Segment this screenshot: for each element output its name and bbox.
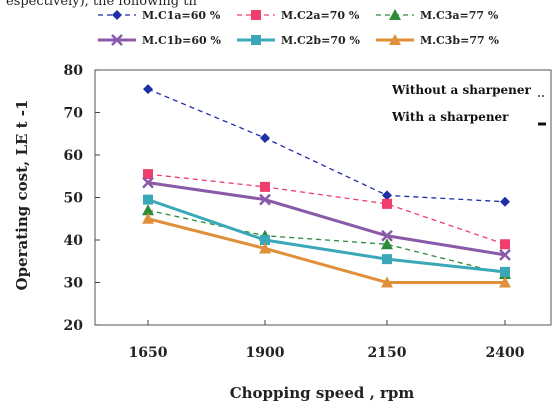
series-5-point-1650 xyxy=(143,194,153,205)
series-4-line xyxy=(147,181,506,257)
annotation-without-sharpener: Without a sharpener xyxy=(391,83,531,97)
series-2-point-2150 xyxy=(382,198,392,209)
legend-entry-4-marker xyxy=(111,34,123,46)
y-tick-label-60: 60 xyxy=(64,148,84,164)
series-1 xyxy=(143,84,510,207)
y-axis-label: Operating cost, LE t -1 xyxy=(13,100,31,291)
legend-entry-2-label: M.C2a=70 % xyxy=(281,9,360,22)
legend-entry-3: M.C3a=77 % xyxy=(376,9,499,22)
legend-entry-5-marker xyxy=(251,35,261,45)
series-5-point-1900 xyxy=(260,235,270,245)
series-6-point-1650 xyxy=(142,212,154,224)
x-tick-label-1900: 1900 xyxy=(246,345,285,361)
series-5 xyxy=(143,194,510,277)
legend-entry-6: M.C3b=77 % xyxy=(376,34,499,47)
x-tick-label-2400: 2400 xyxy=(486,345,525,361)
series-6-line xyxy=(147,217,505,284)
legend-entry-3-marker xyxy=(389,9,401,20)
series-1-line xyxy=(147,88,506,203)
y-tick-label-40: 40 xyxy=(64,233,84,249)
y-tick-label-30: 30 xyxy=(64,276,84,292)
series-6 xyxy=(142,212,511,288)
legend-entry-4: M.C1b=60 % xyxy=(98,34,221,47)
y-tick-label-50: 50 xyxy=(64,191,84,207)
y-tick-label-20: 20 xyxy=(64,318,84,334)
series-2 xyxy=(143,169,510,250)
series-1-point-1900 xyxy=(260,133,270,143)
series-4-point-2150-stroke-b xyxy=(381,229,393,242)
series-3-point-2150 xyxy=(381,238,393,250)
series-1-point-2150 xyxy=(382,190,392,201)
legend-entry-4-label: M.C1b=60 % xyxy=(142,34,221,47)
annotation-with-sharpener: With a sharpener xyxy=(391,110,509,124)
y-tick-label-70: 70 xyxy=(64,106,84,122)
series-2-point-1900 xyxy=(260,181,270,192)
annotations: Without a sharpener With a sharpener xyxy=(391,83,546,126)
legend-entry-4-marker-stroke-b xyxy=(111,34,123,46)
legend-entry-5: M.C2b=70 % xyxy=(237,34,360,47)
series-2-point-1650 xyxy=(143,169,153,180)
series-2-line xyxy=(147,173,506,245)
legend-entry-2-marker xyxy=(251,10,261,20)
series-4-point-1650 xyxy=(142,176,154,189)
series-3-line xyxy=(147,209,506,275)
series-4-point-2400-stroke-b xyxy=(499,248,511,261)
legend-entry-5-label: M.C2b=70 % xyxy=(281,34,360,47)
y-tick-label-80: 80 xyxy=(64,63,84,79)
legend-entry-2: M.C2a=70 % xyxy=(237,9,360,22)
series-6-point-2400 xyxy=(499,276,511,288)
series-6-point-1900 xyxy=(259,242,271,254)
x-tick-label-1650: 1650 xyxy=(129,345,168,361)
legend-entry-3-label: M.C3a=77 % xyxy=(420,9,499,22)
legend: M.C1a=60 % M.C2a=70 % M.C3a=77 % M.C1b=60 %… xyxy=(98,9,499,47)
legend-entry-6-label: M.C3b=77 % xyxy=(420,34,499,47)
series-5-point-2400 xyxy=(500,266,510,277)
series-5-point-2150 xyxy=(382,254,392,265)
series-layer xyxy=(142,84,511,288)
x-tick-label-2150: 2150 xyxy=(368,345,407,361)
series-3-point-1650 xyxy=(142,204,154,216)
series-1-point-2400 xyxy=(500,196,510,207)
legend-entry-1: M.C1a=60 % xyxy=(98,9,221,22)
x-axis-label: Chopping speed , rpm xyxy=(230,384,415,402)
series-6-point-2150 xyxy=(381,276,393,288)
legend-entry-6-marker xyxy=(389,34,401,45)
legend-entry-1-marker xyxy=(112,10,122,20)
series-1-point-1650 xyxy=(143,84,153,95)
series-4-point-2150 xyxy=(381,229,393,242)
axes: 20 30 40 50 60 70 80 1650 1900 2150 2400 xyxy=(64,63,525,361)
series-4-point-2400 xyxy=(499,248,511,261)
series-4-point-1900-stroke-b xyxy=(259,193,271,206)
series-4-point-1650-stroke-b xyxy=(142,176,154,189)
series-5-line xyxy=(147,198,506,274)
series-4-point-1900 xyxy=(259,193,271,206)
caption-fragment: espectively), the following th xyxy=(6,0,197,9)
plot-frame xyxy=(94,69,552,326)
series-4 xyxy=(142,176,511,261)
series-2-point-2400 xyxy=(500,239,510,250)
legend-entry-1-label: M.C1a=60 % xyxy=(142,9,221,22)
